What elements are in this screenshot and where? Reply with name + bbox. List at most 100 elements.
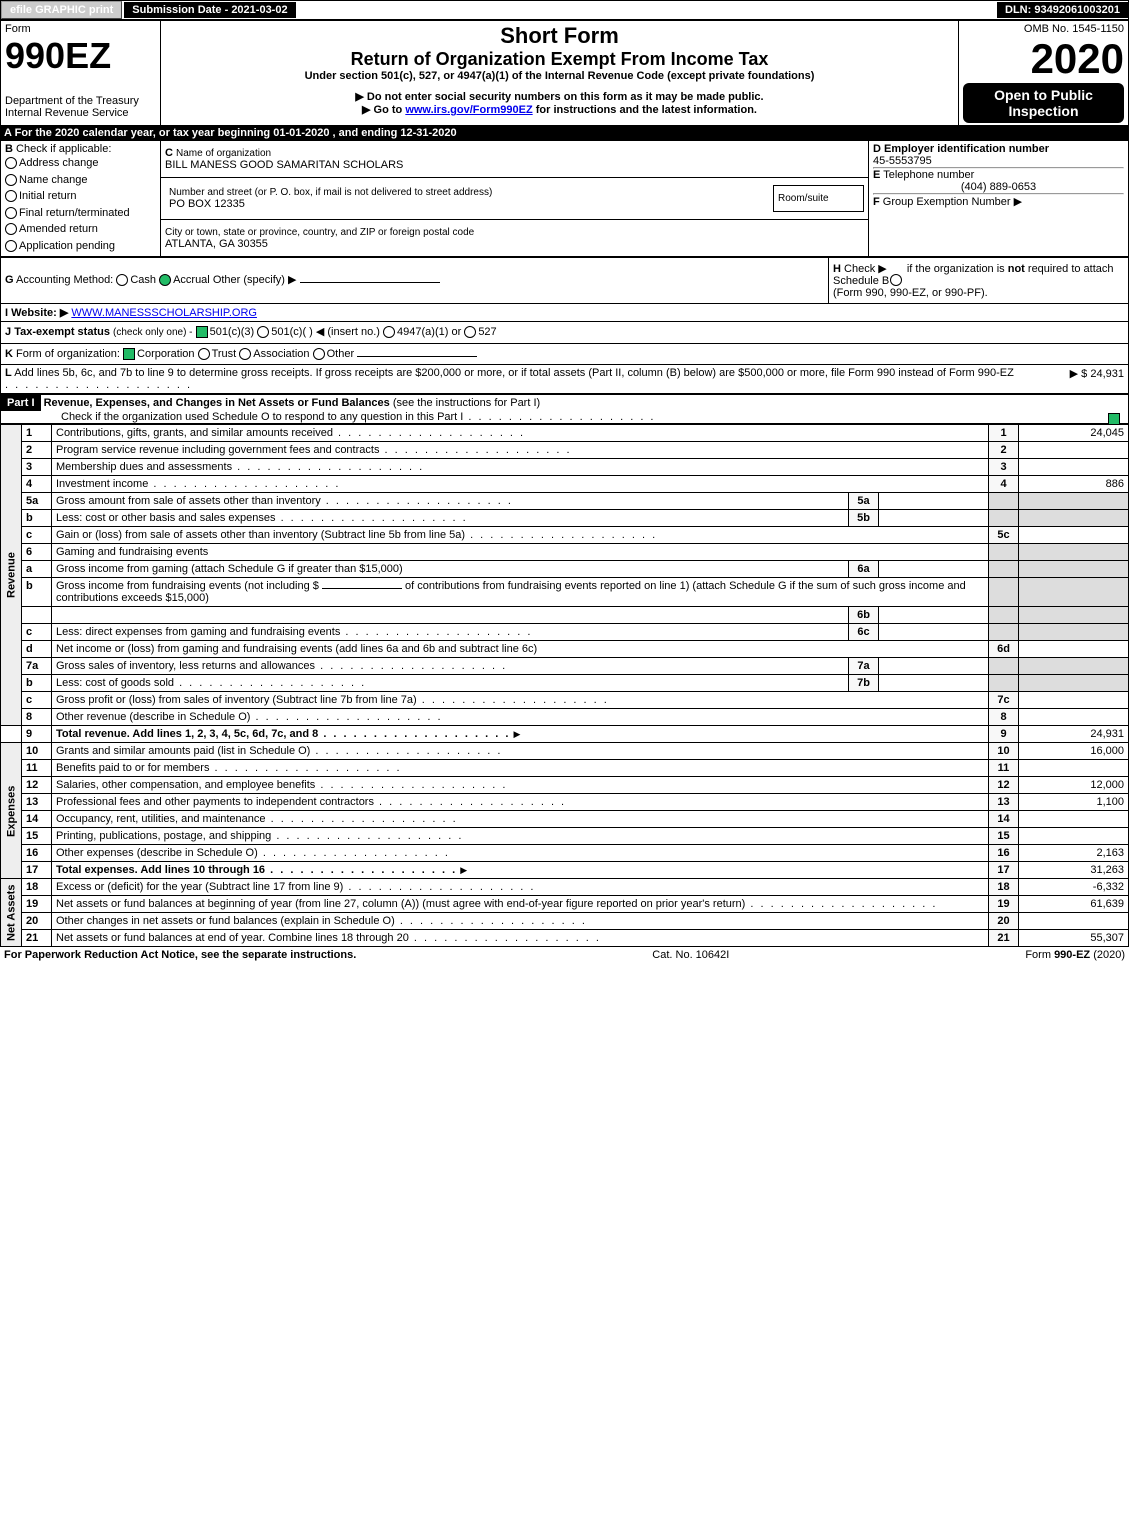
top-bar: efile GRAPHIC print Submission Date - 20… — [0, 0, 1129, 20]
ln-4-num: 4 — [989, 476, 1019, 493]
ln-6b-blank[interactable] — [322, 588, 402, 589]
ln-2-num: 2 — [989, 442, 1019, 459]
label-d: D — [873, 143, 881, 155]
ln-14-text: Occupancy, rent, utilities, and maintena… — [52, 811, 989, 828]
ln-14: 14 — [22, 811, 52, 828]
ln-20: 20 — [22, 913, 52, 930]
form-org-label: Form of organization: — [16, 348, 120, 360]
val-6a — [879, 561, 989, 578]
efile-print-button[interactable]: efile GRAPHIC print — [1, 1, 122, 19]
ln-4: 4 — [22, 476, 52, 493]
val-7a — [879, 658, 989, 675]
cb-corporation[interactable]: Corporation — [123, 346, 194, 363]
ln-13-amt: 1,100 — [1019, 794, 1129, 811]
h-txt2: if the organization is — [907, 263, 1008, 275]
ln-1: 1 — [22, 425, 52, 442]
arrow-icon-17 — [460, 864, 469, 876]
ein-value: 45-5553795 — [873, 155, 932, 167]
ln-13-text: Professional fees and other payments to … — [52, 794, 989, 811]
ln-6b-cont — [22, 607, 52, 624]
part1-label: Part I — [1, 395, 41, 411]
ln-17-amt: 31,263 — [1019, 862, 1129, 879]
ln-13-num: 13 — [989, 794, 1019, 811]
cb-amended-return[interactable]: Amended return — [5, 221, 156, 238]
other-org-input[interactable] — [357, 356, 477, 357]
label-b: B — [5, 143, 13, 155]
dln: DLN: 93492061003201 — [997, 2, 1128, 18]
cb-application-pending[interactable]: Application pending — [5, 238, 156, 255]
ln-12-text: Salaries, other compensation, and employ… — [52, 777, 989, 794]
shade-6b-amt — [1019, 607, 1129, 624]
city-label: City or town, state or province, country… — [165, 227, 474, 238]
ln-12: 12 — [22, 777, 52, 794]
box-6b: 6b — [849, 607, 879, 624]
ln-6b-cont-text — [52, 607, 849, 624]
shade-6b — [989, 607, 1019, 624]
ln-6d-amt — [1019, 641, 1129, 658]
title-return: Return of Organization Exempt From Incom… — [165, 49, 954, 70]
org-name: BILL MANESS GOOD SAMARITAN SCHOLARS — [165, 159, 403, 171]
shade-5b — [989, 510, 1019, 527]
street-value: PO BOX 12335 — [169, 198, 245, 210]
subtitle-section: Under section 501(c), 527, or 4947(a)(1)… — [165, 70, 954, 82]
ln-5c-num: 5c — [989, 527, 1019, 544]
shade-7b-amt — [1019, 675, 1129, 692]
footer-right-post: (2020) — [1090, 949, 1125, 961]
website-link[interactable]: WWW.MANESSSCHOLARSHIP.ORG — [71, 307, 257, 319]
row-k: K Form of organization: Corporation Trus… — [0, 344, 1129, 366]
cb-501c3[interactable]: 501(c)(3) — [196, 324, 255, 341]
ln-17: 17 — [22, 862, 52, 879]
ln-16-text: Other expenses (describe in Schedule O) — [52, 845, 989, 862]
ln-7b-text: Less: cost of goods sold — [52, 675, 849, 692]
cb-final-return[interactable]: Final return/terminated — [5, 205, 156, 222]
ln-6b: b — [22, 578, 52, 607]
ln-5c-text: Gain or (loss) from sale of assets other… — [52, 527, 989, 544]
ln-6b-t1: Gross income from fundraising events (no… — [56, 580, 319, 592]
cb-other[interactable]: Other — [313, 346, 355, 363]
label-f: F — [873, 196, 880, 208]
cb-initial-return[interactable]: Initial return — [5, 188, 156, 205]
irs-link[interactable]: www.irs.gov/Form990EZ — [405, 104, 532, 116]
ln-15-text: Printing, publications, postage, and shi… — [52, 828, 989, 845]
form-number: 990EZ — [5, 35, 111, 76]
warning-ssn: ▶ Do not enter social security numbers o… — [165, 90, 954, 103]
row-i: I Website: ▶ WWW.MANESSSCHOLARSHIP.ORG — [0, 304, 1129, 322]
label-i: I — [5, 307, 8, 319]
ln-9-text: Total revenue. Add lines 1, 2, 3, 4, 5c,… — [52, 726, 989, 743]
shade-6b-amt-top — [1019, 578, 1129, 607]
cb-association[interactable]: Association — [239, 346, 309, 363]
cb-name-change[interactable]: Name change — [5, 172, 156, 189]
phone-label: Telephone number — [883, 169, 974, 181]
ln-2-text: Program service revenue including govern… — [52, 442, 989, 459]
label-j: J — [5, 326, 11, 338]
label-h: H — [833, 263, 841, 275]
ln-18-text: Excess or (deficit) for the year (Subtra… — [52, 879, 989, 896]
ln-5c-amt — [1019, 527, 1129, 544]
ln-18: 18 — [22, 879, 52, 896]
ln-17-text: Total expenses. Add lines 10 through 16 — [52, 862, 989, 879]
cb-501c[interactable]: 501(c)( ) ◀ (insert no.) — [257, 324, 380, 341]
label-l: L — [5, 367, 12, 379]
street-label: Number and street (or P. O. box, if mail… — [169, 187, 492, 198]
cb-accrual[interactable]: Accrual — [159, 272, 210, 289]
l-text: Add lines 5b, 6c, and 7b to line 9 to de… — [5, 367, 1014, 391]
ln-16-amt: 2,163 — [1019, 845, 1129, 862]
shade-7b — [989, 675, 1019, 692]
group-exemption-label: Group Exemption Number ▶ — [883, 196, 1022, 208]
cb-address-change[interactable]: Address change — [5, 155, 156, 172]
ln-12-amt: 12,000 — [1019, 777, 1129, 794]
ln-8-num: 8 — [989, 709, 1019, 726]
ln-4-amt: 886 — [1019, 476, 1129, 493]
other-specify-input[interactable] — [300, 282, 440, 283]
ln-6: 6 — [22, 544, 52, 561]
val-5b — [879, 510, 989, 527]
cb-trust[interactable]: Trust — [198, 346, 237, 363]
ln-3-amt — [1019, 459, 1129, 476]
ln-10: 10 — [22, 743, 52, 760]
cb-cash[interactable]: Cash — [116, 272, 156, 289]
shade-7a — [989, 658, 1019, 675]
phone-value: (404) 889-0653 — [873, 181, 1124, 193]
box-7b: 7b — [849, 675, 879, 692]
cb-4947[interactable]: 4947(a)(1) or — [383, 324, 461, 341]
cb-527[interactable]: 527 — [464, 324, 496, 341]
